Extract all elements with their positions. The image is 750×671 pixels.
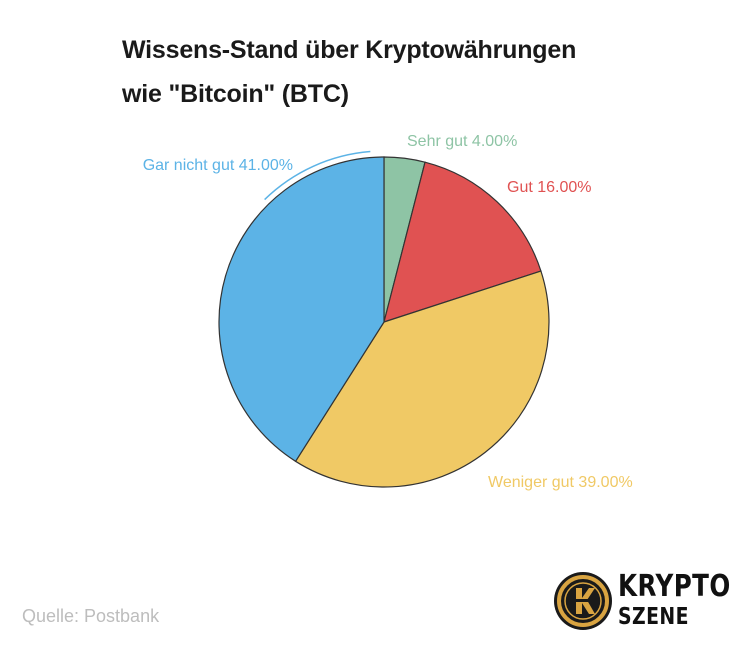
pie-slice-weniger-gut bbox=[294, 270, 550, 488]
pie-labels: Sehr gut 4.00% Gut 16.00% Weniger gut 39.0… bbox=[143, 133, 633, 491]
logo-wordmark: KRYPTO SZENE bbox=[618, 572, 750, 632]
logo-line-2: SZENE bbox=[618, 604, 689, 630]
pie-label-weniger-gut: Weniger gut 39.00% bbox=[488, 474, 633, 491]
krypto-szene-logo: KRYPTO SZENE bbox=[552, 570, 732, 636]
logo-line-1: KRYPTO bbox=[618, 569, 731, 604]
pie-label-gut: Gut 16.00% bbox=[507, 179, 592, 196]
pie-slices bbox=[218, 156, 550, 488]
pie-label-sehr-gut: Sehr gut 4.00% bbox=[407, 133, 517, 150]
krypto-coin-icon bbox=[554, 572, 612, 630]
chart-title-line-2: wie "Bitcoin" (BTC) bbox=[122, 80, 349, 108]
chart-title-line-1: Wissens-Stand über Kryptowährungen bbox=[122, 36, 577, 64]
pie-slice-highlight-arc bbox=[264, 150, 371, 201]
chart-title: Wissens-Stand über Kryptowährungen wie "… bbox=[122, 28, 576, 116]
pie-label-gar-nicht-gut: Gar nicht gut 41.00% bbox=[143, 157, 293, 174]
pie-slice-gar-nicht-gut bbox=[218, 156, 385, 463]
pie-slice-gut bbox=[383, 161, 542, 323]
source-note: Quelle: Postbank bbox=[22, 606, 160, 626]
